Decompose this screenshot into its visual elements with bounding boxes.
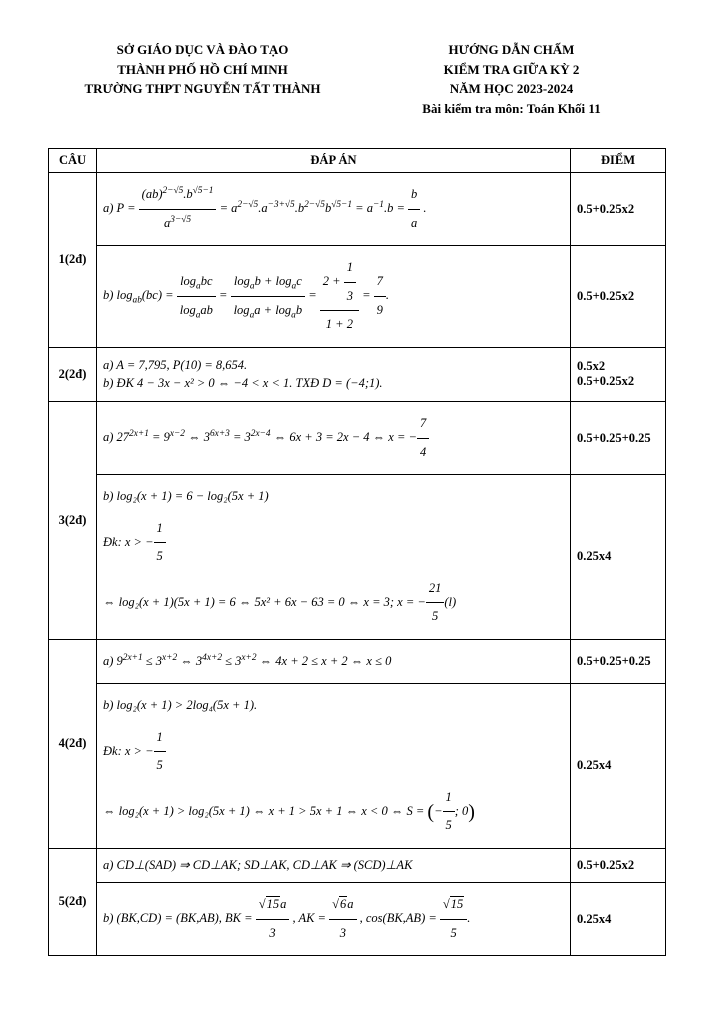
q5b-lhs: b) (BK,CD) = (BK,AB), BK = [103,911,256,925]
col-cau: CÂU [49,149,97,173]
q1b-frac2: logab + logaclogaa + logab [231,268,306,324]
title-line-3: NĂM HỌC 2023-2024 [357,79,666,99]
q5a-score: 0.5+0.25x2 [571,848,666,883]
q4b-line1: b) log₂(x + 1) > 2log₄(5x + 1). [103,692,564,720]
q3b-line1: b) log₂(x + 1) = 6 − log₂(5x + 1) [103,483,564,511]
table-row: b) log₂(x + 1) = 6 − log₂(5x + 1) Đk: x … [49,475,666,640]
q2-label: 2(2đ) [49,347,97,402]
q3b-answer: b) log₂(x + 1) = 6 − log₂(5x + 1) Đk: x … [97,475,571,640]
q5a-answer: a) CD⊥(SAD) ⇒ CD⊥AK; SD⊥AK, CD⊥AK ⇒ (SCD… [97,848,571,883]
q3a-answer: a) 272x+1 = 9x−2 ⇔ 36x+3 = 32x−4 ⇔ 6x + … [97,402,571,475]
title-line-1: HƯỚNG DẪN CHẤM [357,40,666,60]
table-header-row: CÂU ĐÁP ÁN ĐIỂM [49,149,666,173]
title-line-4: Bài kiểm tra môn: Toán Khối 11 [357,99,666,119]
answer-table: CÂU ĐÁP ÁN ĐIỂM 1(2đ) a) P = (ab)2−√5.b√… [48,148,666,956]
q4b-line3: ⇔ log₂(x + 1) > log₂(5x + 1) ⇔ x + 1 > 5… [103,784,564,840]
table-row: 4(2đ) a) 92x+1 ≤ 3x+2 ⇔ 34x+2 ≤ 3x+2 ⇔ 4… [49,639,666,684]
table-row: 1(2đ) a) P = (ab)2−√5.b√5−1 a3−√5 = a2−√… [49,173,666,246]
q1b-lhs: b) logab(bc) = [103,288,177,302]
q4b-answer: b) log₂(x + 1) > 2log₄(5x + 1). Đk: x > … [97,684,571,849]
q2a: a) A = 7,795, P(10) = 8,654. [103,358,247,372]
q1-label: 1(2đ) [49,173,97,348]
q3a-text: a) 272x+1 = 9x−2 ⇔ 36x+3 = 32x−4 ⇔ 6x + … [103,430,417,444]
col-diem: ĐIỂM [571,149,666,173]
q3b-score: 0.25x4 [571,475,666,640]
q1a-lhs: a) P = [103,201,136,215]
table-row: b) (BK,CD) = (BK,AB), BK = 15a3 , AK = 6… [49,883,666,956]
col-dapan: ĐÁP ÁN [97,149,571,173]
table-row: 3(2đ) a) 272x+1 = 9x−2 ⇔ 36x+3 = 32x−4 ⇔… [49,402,666,475]
q5-label: 5(2đ) [49,848,97,956]
q1b-frac3: 2 + 13 1 + 2 [320,254,359,339]
q5b-mid2: , cos(BK,AB) = [360,911,440,925]
q1a-frac1: (ab)2−√5.b√5−1 a3−√5 [139,181,217,237]
q4a-score: 0.5+0.25+0.25 [571,639,666,684]
table-row: b) logab(bc) = logabclogaab = logab + lo… [49,246,666,348]
q5b-answer: b) (BK,CD) = (BK,AB), BK = 15a3 , AK = 6… [97,883,571,956]
org-line-1: SỞ GIÁO DỤC VÀ ĐÀO TẠO [48,40,357,60]
document-header: SỞ GIÁO DỤC VÀ ĐÀO TẠO THÀNH PHỐ HỒ CHÍ … [48,40,666,118]
q1a-score: 0.5+0.25x2 [571,173,666,246]
q3-label: 3(2đ) [49,402,97,640]
q2-answer: a) A = 7,795, P(10) = 8,654. b) ĐK 4 − 3… [97,347,571,402]
q1a-answer: a) P = (ab)2−√5.b√5−1 a3−√5 = a2−√5.a−3+… [97,173,571,246]
table-row: 5(2đ) a) CD⊥(SAD) ⇒ CD⊥AK; SD⊥AK, CD⊥AK … [49,848,666,883]
q2b: b) ĐK 4 − 3x − x² > 0 ⇔ −4 < x < 1. TXĐ … [103,376,383,390]
org-line-2: THÀNH PHỐ HỒ CHÍ MINH [48,60,357,80]
title-line-2: KIỂM TRA GIỮA KỲ 2 [357,60,666,80]
q4-label: 4(2đ) [49,639,97,848]
q3a-score: 0.5+0.25+0.25 [571,402,666,475]
q5a-text: a) CD⊥(SAD) ⇒ CD⊥AK; SD⊥AK, CD⊥AK ⇒ (SCD… [103,857,564,875]
org-line-3: TRƯỜNG THPT NGUYỄN TẤT THÀNH [48,79,357,99]
q5b-score: 0.25x4 [571,883,666,956]
q4a-answer: a) 92x+1 ≤ 3x+2 ⇔ 34x+2 ≤ 3x+2 ⇔ 4x + 2 … [97,639,571,684]
q5b-mid: , AK = [292,911,329,925]
q1b-score: 0.5+0.25x2 [571,246,666,348]
q1b-frac4: 79 [374,268,386,324]
q1b-answer: b) logab(bc) = logabclogaab = logab + lo… [97,246,571,348]
q1a-chain: = a2−√5.a−3+√5.b2−√5b√5−1 = a−1.b = [220,201,408,215]
header-left: SỞ GIÁO DỤC VÀ ĐÀO TẠO THÀNH PHỐ HỒ CHÍ … [48,40,357,118]
q4b-line2: Đk: x > −15 [103,724,564,780]
q4b-score: 0.25x4 [571,684,666,849]
q2-score: 0.5x2 0.5+0.25x2 [571,347,666,402]
q1b-frac1: logabclogaab [177,268,216,324]
q4a-text: a) 92x+1 ≤ 3x+2 ⇔ 34x+2 ≤ 3x+2 ⇔ 4x + 2 … [103,654,391,668]
header-right: HƯỚNG DẪN CHẤM KIỂM TRA GIỮA KỲ 2 NĂM HỌ… [357,40,666,118]
q1a-frac2: ba [408,181,420,237]
q3b-line3: ⇔ log₂(x + 1)(5x + 1) = 6 ⇔ 5x² + 6x − 6… [103,575,564,631]
table-row: 2(2đ) a) A = 7,795, P(10) = 8,654. b) ĐK… [49,347,666,402]
table-row: b) log₂(x + 1) > 2log₄(5x + 1). Đk: x > … [49,684,666,849]
q3b-line2: Đk: x > −15 [103,515,564,571]
